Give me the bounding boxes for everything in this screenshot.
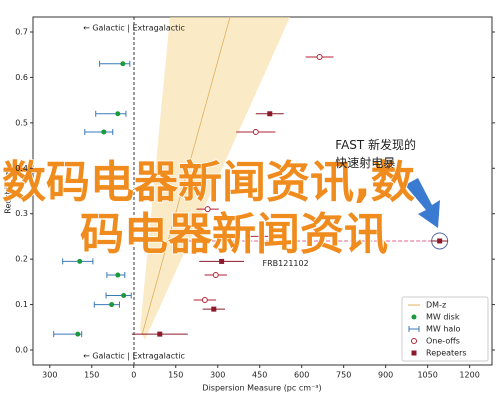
mw-disk-point [120,61,126,67]
one-off-point [201,297,208,304]
y-tick-label: 0.2 [15,255,28,264]
top-annotation: ← Galactic | Extragalactic [83,24,185,33]
x-tick-label: 300 [210,371,225,380]
legend-swatch [408,326,420,332]
one-off-point [212,272,219,279]
watermark: 数码电器新闻资讯,数 [2,157,415,208]
mw-disk-point [101,129,107,135]
x-tick-label: 900 [378,371,393,380]
dm-z-line [141,16,231,336]
legend-swatch [411,350,417,356]
mw-disk-point [109,302,115,308]
mw-halo-bar [84,128,114,135]
one-off-point [258,233,265,240]
one-off-point [316,53,323,60]
legend-label: MW disk [426,313,460,322]
annotation: FRB121102 [263,259,309,268]
one-off-point [252,128,259,135]
y-tick-label: 0.3 [15,209,28,218]
watermark: 码电器新闻资讯 [80,209,388,260]
y-tick-label: 0.0 [15,346,28,355]
y-tick-label: 0.4 [15,164,28,173]
annotation: FAST 新发现的 [335,137,416,152]
dm-z-band [140,17,290,340]
x-tick-label: 150 [168,371,183,380]
mw-halo-bar [95,110,127,117]
x-tick-label: 150 [84,371,99,380]
y-tick-label: 0.5 [15,118,28,127]
x-axis-label: Dispersion Measure (pc cm⁻³) [202,384,321,393]
marks [53,53,449,338]
mw-disk-point [77,258,83,264]
y-axis-label: Redshift (z) [4,168,13,213]
x-tick-label: 0 [131,371,136,380]
legend-swatch [411,338,417,344]
y-tick-label: 0.1 [15,300,28,309]
mw-disk-point [115,111,121,117]
x-tick-label: 300 [42,371,57,380]
legend-swatch [411,314,417,320]
repeater-point [157,331,163,337]
mw-disk-point [75,331,81,337]
x-tick-label: 1050 [417,371,437,380]
bottom-annotation: ← Galactic | Extragalactic [83,352,185,361]
legend [401,296,489,362]
repeater-point [267,111,273,117]
repeater-point [219,258,225,264]
mw-disk-point [121,292,127,298]
legend-label: Repeaters [426,349,467,358]
y-tick-label: 0.7 [15,27,28,36]
mw-halo-bar [105,292,132,299]
mw-halo-bar [93,301,120,308]
y-tick-label: 0.6 [15,73,28,82]
legend-label: One-offs [426,337,460,346]
one-off-point [204,206,211,213]
x-tick-label: 450 [252,371,267,380]
arrow [405,178,440,228]
mw-disk-point [115,272,121,278]
repeater-point [437,238,443,244]
x-tick-label: 600 [294,371,309,380]
legend-label: DM-z [426,301,446,310]
legend-items: DM-z MW disk MW halo One-offs Repeaters [408,301,467,358]
legend-label: MW halo [426,325,461,334]
repeater-point [211,306,217,312]
x-tick-label: 750 [336,371,351,380]
x-tick-label: 1200 [459,371,479,380]
annotation: 快速射电暴 [335,155,395,170]
